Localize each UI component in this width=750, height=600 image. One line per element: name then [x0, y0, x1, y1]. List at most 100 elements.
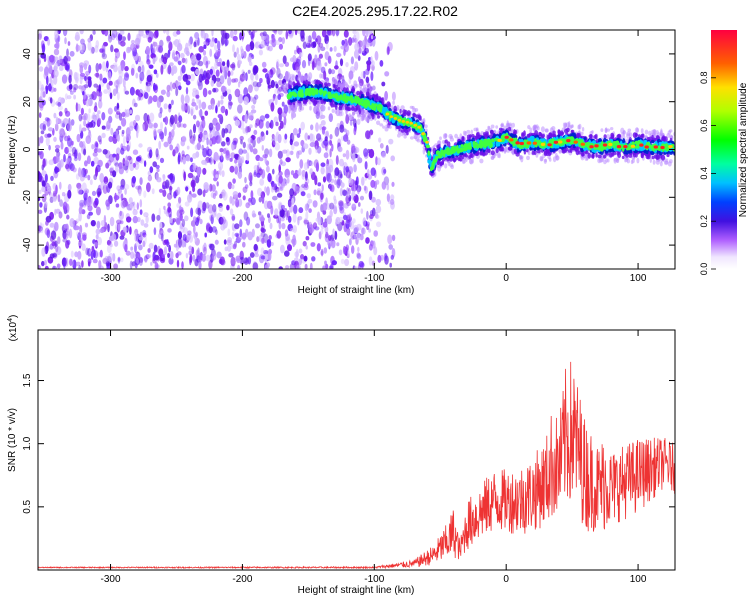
noise-speck [168, 103, 172, 110]
noise-speck [39, 202, 43, 208]
noise-speck [303, 255, 308, 262]
noise-speck [208, 157, 212, 163]
noise-speck [45, 136, 50, 147]
noise-speck [303, 162, 309, 171]
noise-speck [158, 140, 162, 150]
noise-speck [277, 107, 283, 115]
noise-speck [42, 121, 47, 126]
noise-speck [295, 264, 302, 269]
signal-speck [634, 127, 640, 133]
noise-speck [215, 174, 219, 179]
noise-speck [166, 90, 171, 98]
noise-speck [185, 155, 191, 162]
noise-speck [254, 41, 261, 49]
noise-speck [253, 30, 258, 33]
noise-speck [59, 181, 62, 190]
noise-speck [270, 79, 275, 89]
noise-speck [39, 102, 44, 111]
noise-speck [94, 141, 99, 151]
noise-speck [38, 80, 42, 90]
noise-speck [241, 69, 245, 75]
noise-speck [367, 37, 373, 44]
noise-speck [391, 181, 395, 187]
noise-speck [357, 246, 360, 253]
noise-speck [157, 44, 164, 54]
signal-speck [567, 121, 571, 128]
noise-speck [368, 243, 373, 251]
noise-speck [381, 181, 387, 190]
noise-speck [310, 160, 314, 167]
noise-speck [138, 143, 143, 148]
noise-speck [195, 94, 200, 99]
signal-speck [296, 80, 300, 86]
noise-speck [201, 118, 206, 129]
noise-speck [132, 149, 139, 155]
noise-speck [97, 117, 102, 126]
signal-speck [479, 158, 484, 164]
noise-speck [189, 73, 195, 82]
signal-speck [335, 105, 338, 110]
noise-speck [66, 214, 70, 220]
noise-speck [270, 67, 276, 75]
noise-speck [311, 256, 316, 262]
noise-speck [41, 84, 44, 92]
noise-speck [339, 158, 344, 167]
noise-speck [260, 132, 266, 142]
noise-speck [143, 190, 147, 198]
noise-speck [179, 207, 184, 213]
noise-speck [136, 202, 139, 210]
noise-speck [228, 101, 233, 106]
noise-speck [280, 217, 285, 222]
signal-speck [597, 154, 602, 159]
noise-speck [277, 150, 283, 159]
noise-speck [75, 43, 79, 53]
noise-speck [139, 209, 143, 215]
noise-speck [49, 54, 55, 63]
noise-speck [116, 110, 121, 115]
noise-speck [109, 166, 115, 172]
noise-speck [245, 202, 250, 209]
noise-speck [346, 253, 350, 259]
noise-speck [365, 76, 370, 84]
noise-speck [81, 182, 87, 192]
noise-speck [315, 162, 319, 172]
noise-speck [63, 232, 69, 240]
noise-speck [348, 37, 353, 46]
noise-speck [75, 173, 80, 180]
noise-speck [253, 129, 258, 135]
noise-speck [234, 119, 240, 127]
signal-speck [332, 103, 336, 108]
noise-speck [58, 55, 63, 62]
noise-speck [283, 116, 287, 126]
signal-speck [621, 155, 625, 160]
noise-speck [190, 108, 194, 116]
signal-speck [415, 114, 420, 119]
noise-speck [279, 159, 283, 165]
noise-speck [142, 240, 146, 248]
noise-speck [188, 250, 192, 256]
noise-speck [269, 222, 273, 230]
noise-speck [214, 44, 218, 51]
noise-speck [49, 196, 54, 203]
noise-speck [210, 97, 215, 107]
noise-speck [332, 228, 335, 238]
signal-speck [387, 102, 391, 108]
signal-speck [321, 73, 324, 79]
noise-speck [243, 87, 249, 97]
noise-speck [320, 217, 324, 224]
noise-speck [46, 117, 51, 123]
noise-speck [63, 56, 68, 65]
noise-speck [163, 103, 168, 110]
noise-speck [130, 67, 135, 76]
noise-speck [345, 166, 350, 173]
noise-speck [292, 132, 295, 143]
noise-speck [136, 129, 139, 139]
noise-speck [90, 250, 94, 260]
noise-speck [334, 179, 337, 186]
noise-speck [179, 223, 184, 230]
signal-speck [400, 129, 405, 133]
noise-speck [220, 99, 224, 105]
noise-speck [55, 41, 60, 50]
noise-speck [70, 90, 74, 95]
signal-speck [328, 87, 332, 92]
